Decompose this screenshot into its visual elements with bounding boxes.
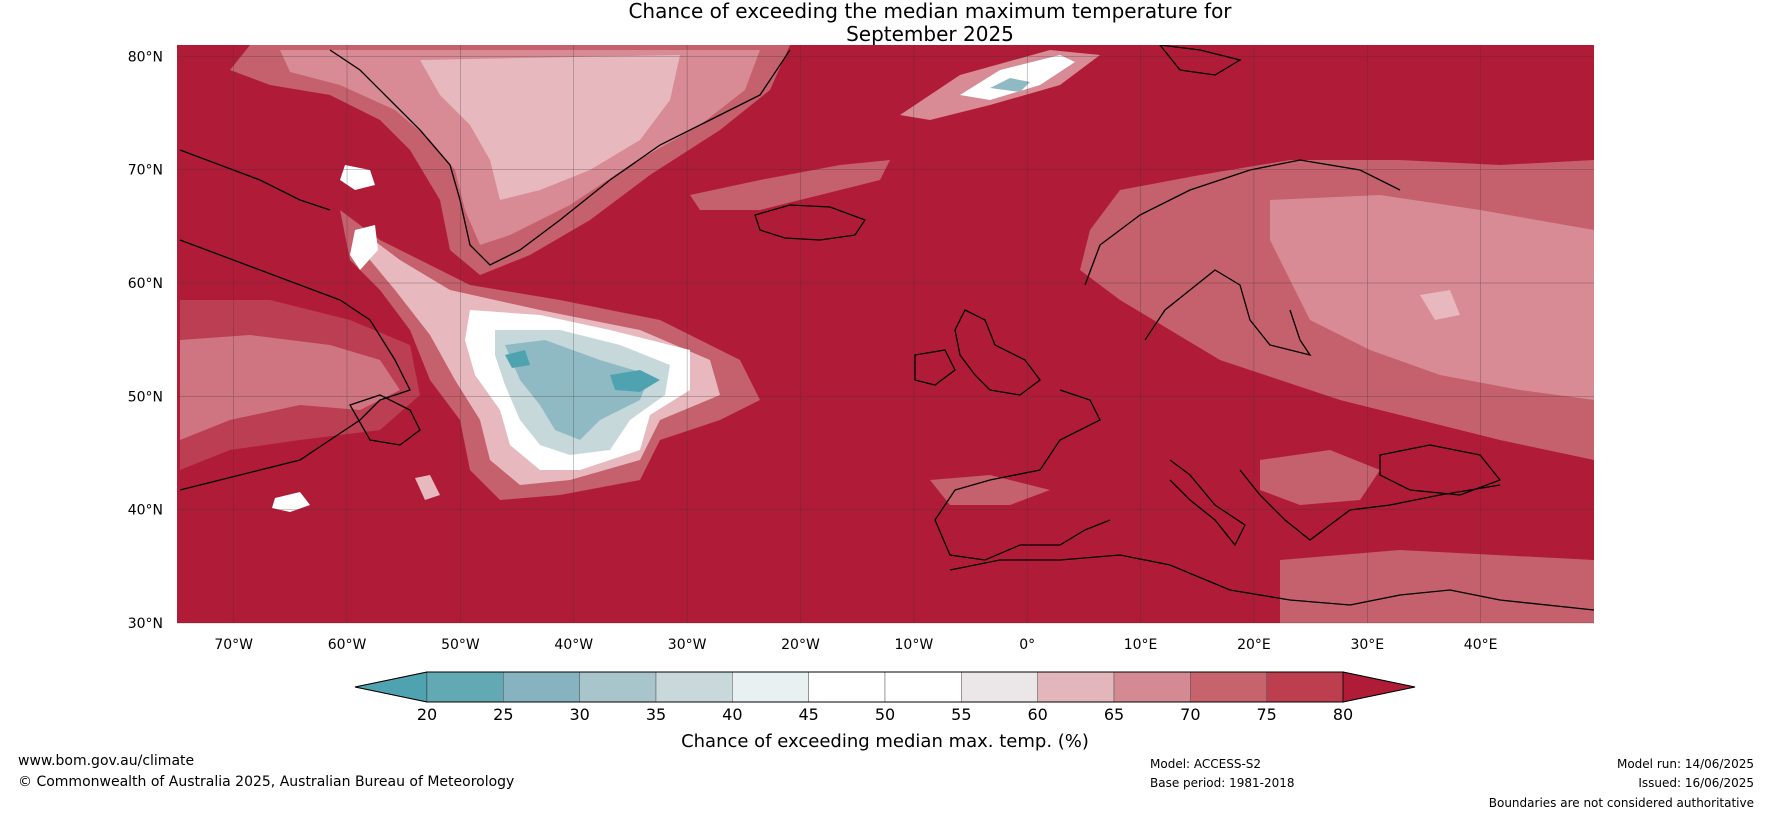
coastline-newfoundland (349, 394, 421, 446)
colorbar-tick-label: 55 (951, 705, 971, 724)
coastline-ireland (914, 349, 956, 386)
colorbar-segment (884, 671, 962, 703)
colorbar-segment (961, 671, 1038, 703)
lon-label: 10°E (1124, 637, 1158, 653)
disclaimer-text: Boundaries are not considered authoritat… (1488, 796, 1754, 810)
colorbar-segment (503, 671, 580, 703)
coastline-britain (954, 309, 1041, 396)
coastline-iceland (754, 204, 866, 241)
contour-iceland-70 (690, 160, 890, 210)
colorbar-tick-label: 45 (798, 705, 818, 724)
contour-balkan-70 (1260, 450, 1380, 505)
title-line-2: September 2025 (846, 22, 1014, 46)
copyright-text: © Commonwealth of Australia 2025, Austra… (18, 774, 515, 790)
colorbar-segment (1190, 671, 1267, 703)
lat-label: 30°N (128, 616, 163, 632)
colorbar-tick-label: 80 (1333, 705, 1353, 724)
lon-label: 20°W (781, 637, 820, 653)
model-text: Model: ACCESS-S2 (1150, 757, 1262, 771)
colorbar-segment (1113, 671, 1191, 703)
coastline-baltic (1144, 269, 1312, 357)
base-period-text: Base period: 1981-2018 (1150, 776, 1295, 790)
contour-russia-55 (1420, 290, 1460, 320)
gridlines (177, 45, 1594, 624)
colorbar-segment (1037, 671, 1115, 703)
contour-labrador-white (340, 165, 375, 190)
probability-contours (180, 45, 1594, 623)
lon-label: 10°W (895, 637, 934, 653)
lon-label: 0° (1019, 637, 1035, 653)
colorbar-low-extend (354, 671, 428, 703)
lat-label: 80°N (128, 49, 163, 65)
lon-label: 30°W (668, 637, 707, 653)
contour-canada-70 (180, 300, 420, 470)
lon-label: 40°W (554, 637, 593, 653)
colorbar-segment (655, 671, 733, 703)
colorbar-high-extend (1342, 671, 1416, 703)
lat-label: 60°N (128, 276, 163, 292)
map-panel[interactable] (177, 45, 1594, 624)
coastline-greenland (329, 49, 791, 266)
colorbar-tick-label: 20 (417, 705, 437, 724)
title-line-1: Chance of exceeding the median maximum t… (628, 0, 1232, 23)
coastline-svalbard (1159, 45, 1242, 76)
colorbar-segment (732, 671, 809, 703)
colorbar-tick-label: 40 (722, 705, 742, 724)
colorbar-tick-label: 75 (1256, 705, 1276, 724)
lon-label: 70°W (214, 637, 253, 653)
coastline-balkans (1239, 469, 1501, 541)
contour-labrador-white2 (350, 225, 378, 270)
contour-atlantic-30 (505, 340, 650, 440)
coastline-canada-north (179, 149, 411, 491)
contour-atlantic-20b (505, 350, 530, 368)
colorbar-tick-label: 35 (646, 705, 666, 724)
colorbar-segment (579, 671, 657, 703)
colorbar-tick-label: 60 (1027, 705, 1047, 724)
colorbar-tick-label: 25 (493, 705, 513, 724)
contour-med-70 (930, 475, 1050, 505)
colorbar: 20 25 30 35 40 45 50 55 60 65 70 75 80 Chance of exce… (354, 671, 1416, 752)
contour-nova-white2 (415, 475, 440, 500)
colorbar-segment (1266, 671, 1344, 703)
coastline-norway (1084, 159, 1401, 286)
lon-label: 20°E (1237, 637, 1271, 653)
colorbar-tick-label: 65 (1104, 705, 1124, 724)
colorbar-segment (808, 671, 886, 703)
contour-svalbard-white (960, 55, 1075, 100)
model-run-text: Model run: 14/06/2025 (1616, 757, 1754, 771)
colorbar-tick-label: 50 (875, 705, 895, 724)
longitude-labels: 70°W 60°W 50°W 40°W 30°W 20°W 10°W 0° 10°E 20°E 30… (214, 637, 1497, 653)
issued-text: Issued: 16/06/2025 (1638, 776, 1754, 790)
contour-south-70 (1280, 550, 1594, 623)
contour-atlantic-20 (610, 370, 660, 392)
lon-label: 60°W (328, 637, 367, 653)
coastline-africa (949, 554, 1594, 611)
coastlines (179, 45, 1594, 611)
colorbar-outline (354, 671, 1416, 703)
lat-label: 70°N (128, 163, 163, 179)
lat-label: 40°N (128, 503, 163, 519)
colorbar-label: Chance of exceeding median max. temp. (%… (681, 731, 1089, 752)
colorbar-tick-label: 70 (1180, 705, 1200, 724)
lon-label: 40°E (1464, 637, 1498, 653)
lon-label: 30°E (1350, 637, 1384, 653)
coastline-black-sea (1379, 444, 1502, 496)
coastline-europe-west (934, 389, 1111, 561)
lon-label: 50°W (441, 637, 480, 653)
colorbar-segment (426, 671, 504, 703)
map-title: Chance of exceeding the median maximum t… (0, 0, 1770, 46)
latitude-labels: 80°N 70°N 60°N 50°N 40°N 30°N (128, 49, 163, 632)
contour-nova-white (272, 492, 310, 512)
website-text: www.bom.gov.au/climate (18, 753, 195, 769)
contour-svalbard-blue (990, 78, 1030, 92)
lat-label: 50°N (128, 389, 163, 405)
contour-greenland-55 (420, 55, 680, 200)
coastline-italy (1169, 459, 1246, 547)
colorbar-tick-label: 30 (569, 705, 589, 724)
